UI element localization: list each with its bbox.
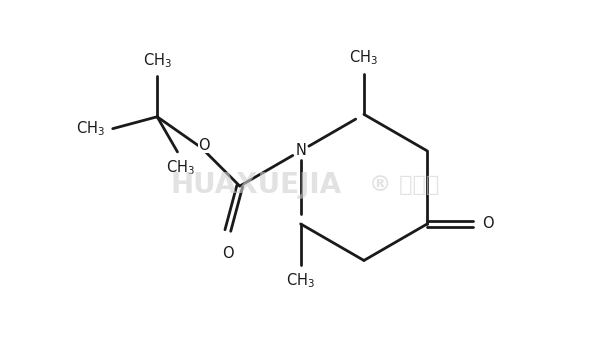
Text: ® 化学加: ® 化学加 [370, 175, 440, 195]
Text: O: O [483, 217, 494, 232]
Text: N: N [295, 143, 306, 158]
Text: CH$_3$: CH$_3$ [286, 271, 315, 290]
Text: HUAXUEJIA: HUAXUEJIA [170, 171, 341, 199]
Text: O: O [199, 138, 210, 153]
Text: CH$_3$: CH$_3$ [166, 158, 195, 177]
Text: CH$_3$: CH$_3$ [143, 51, 172, 70]
Text: O: O [222, 246, 234, 261]
Text: CH$_3$: CH$_3$ [349, 48, 379, 67]
Text: CH$_3$: CH$_3$ [75, 119, 105, 138]
